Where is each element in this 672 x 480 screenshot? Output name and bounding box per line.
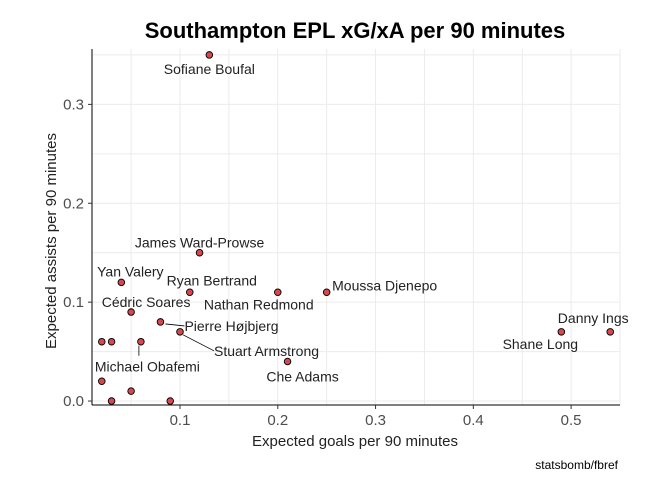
x-axis-label: Expected goals per 90 minutes xyxy=(252,433,458,450)
x-tick-label: 0.4 xyxy=(463,412,484,429)
scatter-point xyxy=(98,377,106,386)
label-leader-line xyxy=(182,334,215,352)
points-layer xyxy=(98,51,614,405)
x-tick-label: 0.5 xyxy=(561,412,582,429)
point-labels-layer: Sofiane Boufal James Ward-Prowse Yan Valer… xyxy=(95,61,629,385)
axes-layer: 0.1 0.2 0.3 0.4 0.5 0.0 0.1 0.2 0.3 xyxy=(63,49,620,429)
scatter-point xyxy=(557,328,566,336)
scatter-point xyxy=(137,337,145,346)
point-label: Moussa Djenepo xyxy=(332,277,437,293)
x-tick-label: 0.1 xyxy=(170,412,191,429)
scatter-point xyxy=(186,288,194,297)
scatter-point xyxy=(283,357,292,366)
scatter-point xyxy=(166,397,174,405)
y-tick-label: 0.1 xyxy=(63,294,84,311)
y-tick-label: 0.0 xyxy=(63,393,84,410)
point-label: Sofiane Boufal xyxy=(164,61,255,77)
x-tick-label: 0.3 xyxy=(365,412,386,429)
scatter-point xyxy=(107,397,116,405)
scatter-point xyxy=(156,318,165,326)
scatter-point xyxy=(322,288,331,297)
x-tick-label: 0.2 xyxy=(267,412,288,429)
point-label: Nathan Redmond xyxy=(204,296,314,312)
scatter-point xyxy=(176,328,184,336)
scatter-point xyxy=(606,328,614,336)
y-tick-label: 0.2 xyxy=(63,195,84,212)
chart-title: Southampton EPL xG/xA per 90 minutes xyxy=(145,18,566,43)
scatter-point xyxy=(127,387,135,395)
scatter-point xyxy=(127,308,135,316)
point-label: Che Adams xyxy=(266,368,338,384)
point-label: Michael Obafemi xyxy=(95,359,200,375)
scatter-point xyxy=(107,337,116,346)
point-label: Yan Valery xyxy=(97,263,163,279)
point-label: Pierre Højbjerg xyxy=(184,318,278,334)
point-label: Shane Long xyxy=(503,336,579,352)
point-label: Stuart Armstrong xyxy=(214,343,319,359)
source-caption: statsbomb/fbref xyxy=(535,458,618,472)
label-leader-line xyxy=(165,323,185,327)
leader-layer xyxy=(138,323,215,356)
scatter-point xyxy=(98,337,106,346)
scatter-point xyxy=(274,288,282,297)
point-label: Danny Ings xyxy=(558,310,629,326)
y-axis-label: Expected assists per 90 minutes xyxy=(43,133,60,349)
scatter-point xyxy=(195,248,204,257)
scatter-point xyxy=(205,51,214,59)
point-label: Cédric Soares xyxy=(102,294,191,310)
point-label: James Ward-Prowse xyxy=(135,235,265,251)
y-tick-label: 0.3 xyxy=(63,96,84,113)
point-label: Ryan Bertrand xyxy=(167,272,257,288)
scatter-point xyxy=(117,278,126,287)
grid-layer xyxy=(92,49,621,405)
